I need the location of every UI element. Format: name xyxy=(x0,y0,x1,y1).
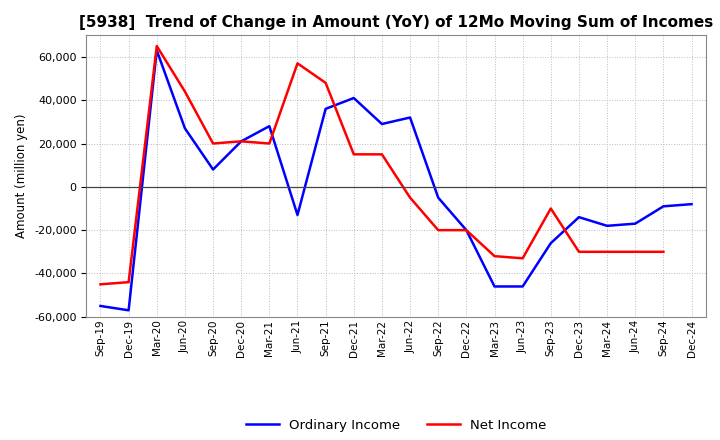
Ordinary Income xyxy=(462,227,471,233)
Ordinary Income xyxy=(96,303,105,308)
Net Income xyxy=(153,44,161,49)
Ordinary Income xyxy=(406,115,415,120)
Net Income xyxy=(293,61,302,66)
Ordinary Income xyxy=(631,221,639,226)
Ordinary Income xyxy=(603,223,611,228)
Line: Net Income: Net Income xyxy=(101,46,663,284)
Net Income xyxy=(349,152,358,157)
Ordinary Income xyxy=(181,126,189,131)
Ordinary Income xyxy=(321,106,330,111)
Net Income xyxy=(321,80,330,85)
Net Income xyxy=(434,227,443,233)
Ordinary Income xyxy=(518,284,527,289)
Net Income xyxy=(631,249,639,254)
Ordinary Income xyxy=(546,241,555,246)
Net Income xyxy=(406,195,415,200)
Ordinary Income xyxy=(349,95,358,101)
Ordinary Income xyxy=(434,195,443,200)
Net Income xyxy=(490,253,499,259)
Ordinary Income xyxy=(293,213,302,218)
Net Income xyxy=(125,279,133,285)
Ordinary Income xyxy=(575,215,583,220)
Net Income xyxy=(462,227,471,233)
Net Income xyxy=(575,249,583,254)
Title: [5938]  Trend of Change in Amount (YoY) of 12Mo Moving Sum of Incomes: [5938] Trend of Change in Amount (YoY) o… xyxy=(79,15,713,30)
Line: Ordinary Income: Ordinary Income xyxy=(101,50,691,310)
Ordinary Income xyxy=(153,48,161,53)
Ordinary Income xyxy=(377,121,386,127)
Net Income xyxy=(237,139,246,144)
Net Income xyxy=(659,249,667,254)
Ordinary Income xyxy=(687,202,696,207)
Ordinary Income xyxy=(490,284,499,289)
Net Income xyxy=(377,152,386,157)
Ordinary Income xyxy=(237,139,246,144)
Y-axis label: Amount (million yen): Amount (million yen) xyxy=(16,114,29,238)
Net Income xyxy=(181,89,189,94)
Net Income xyxy=(518,256,527,261)
Net Income xyxy=(546,206,555,211)
Ordinary Income xyxy=(659,204,667,209)
Ordinary Income xyxy=(209,167,217,172)
Net Income xyxy=(96,282,105,287)
Net Income xyxy=(265,141,274,146)
Ordinary Income xyxy=(125,308,133,313)
Net Income xyxy=(603,249,611,254)
Legend: Ordinary Income, Net Income: Ordinary Income, Net Income xyxy=(240,414,552,437)
Ordinary Income xyxy=(265,124,274,129)
Net Income xyxy=(209,141,217,146)
